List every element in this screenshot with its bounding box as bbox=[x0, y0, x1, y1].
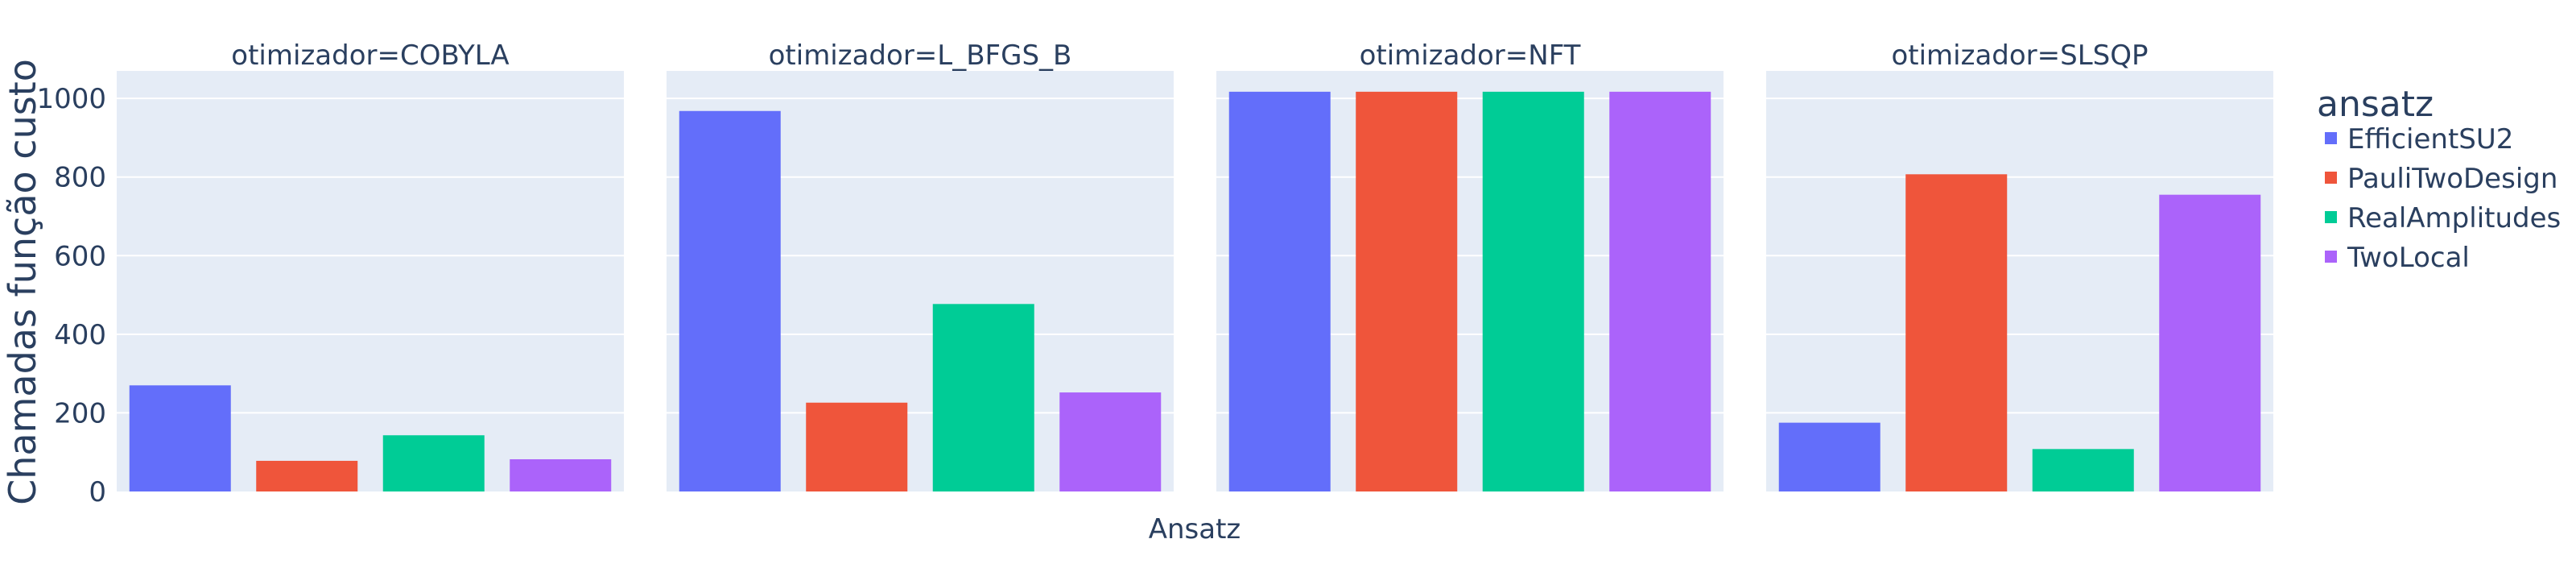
bar-slsqp-twolocal bbox=[2159, 194, 2261, 491]
legend-label-realamplitudes: RealAmplitudes bbox=[2347, 202, 2561, 234]
y-tick-label: 0 bbox=[89, 476, 106, 508]
facet-title-cobyla: otimizador=COBYLA bbox=[231, 39, 509, 72]
bar-nft-paulitwodesign bbox=[1356, 91, 1458, 491]
bar-l-bfgs-b-realamplitudes bbox=[932, 304, 1034, 491]
facet-title-nft: otimizador=NFT bbox=[1360, 39, 1581, 72]
legend-swatch-realamplitudes bbox=[2325, 211, 2337, 223]
legend-swatch-twolocal bbox=[2325, 251, 2337, 263]
bar-l-bfgs-b-efficientsu2 bbox=[679, 110, 781, 491]
bar-cobyla-twolocal bbox=[510, 458, 612, 491]
bar-nft-realamplitudes bbox=[1482, 91, 1584, 491]
y-tick-label: 600 bbox=[54, 240, 106, 272]
bar-slsqp-paulitwodesign bbox=[1905, 174, 2008, 491]
legend-title: ansatz bbox=[2317, 84, 2434, 125]
bar-l-bfgs-b-twolocal bbox=[1059, 392, 1162, 491]
legend-label-efficientsu2: EfficientSU2 bbox=[2347, 123, 2513, 156]
y-axis-ticks: 0 200 400 600 800 1000 bbox=[36, 83, 106, 508]
bar-slsqp-efficientsu2 bbox=[1778, 422, 1880, 491]
x-axis-title: Ansatz bbox=[1149, 513, 1241, 545]
bar-l-bfgs-b-paulitwodesign bbox=[806, 402, 908, 491]
bar-slsqp-realamplitudes bbox=[2032, 449, 2134, 491]
y-tick-label: 200 bbox=[54, 397, 106, 429]
y-tick-label: 800 bbox=[54, 162, 106, 194]
bars bbox=[129, 91, 2261, 491]
bar-nft-twolocal bbox=[1609, 91, 1711, 491]
legend-swatch-efficientsu2 bbox=[2325, 132, 2337, 144]
bar-cobyla-paulitwodesign bbox=[256, 460, 358, 491]
bar-nft-efficientsu2 bbox=[1228, 91, 1331, 491]
legend-label-paulitwodesign: PauliTwoDesign bbox=[2347, 163, 2557, 195]
y-axis-title: Chamadas função custo bbox=[1, 59, 44, 505]
facet-title-l-bfgs-b: otimizador=L_BFGS_B bbox=[769, 39, 1072, 72]
bar-cobyla-efficientsu2 bbox=[129, 385, 231, 491]
facet-title-slsqp: otimizador=SLSQP bbox=[1891, 39, 2148, 72]
y-tick-label: 1000 bbox=[36, 83, 106, 115]
bar-cobyla-realamplitudes bbox=[382, 435, 485, 491]
legend-swatch-paulitwodesign bbox=[2325, 172, 2337, 184]
y-tick-label: 400 bbox=[54, 319, 106, 351]
legend-label-twolocal: TwoLocal bbox=[2347, 242, 2470, 274]
legend: ansatz EfficientSU2 PauliTwoDesign RealA… bbox=[2317, 84, 2561, 274]
